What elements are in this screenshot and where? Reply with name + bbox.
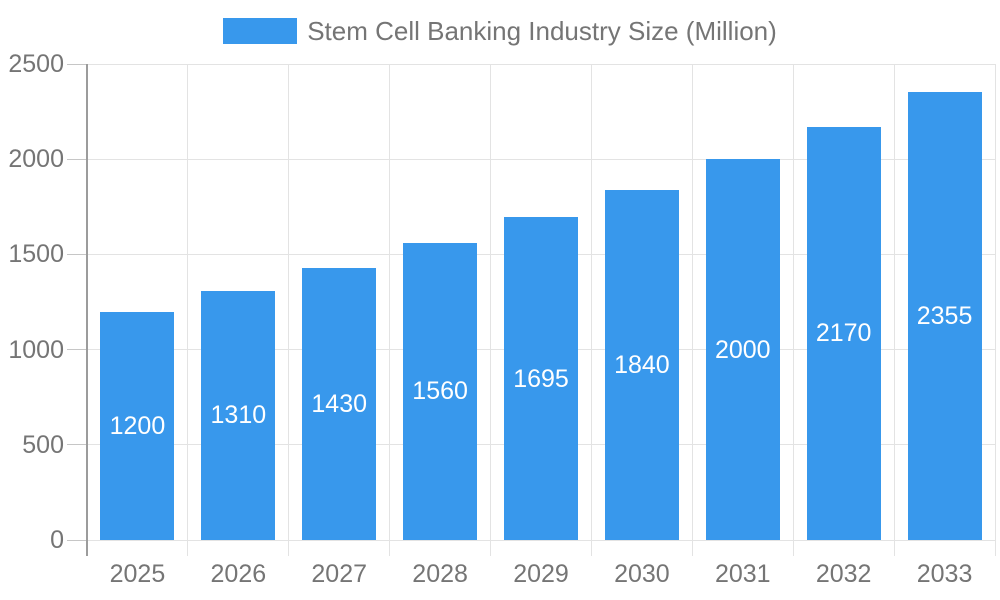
x-axis-label: 2027 — [311, 560, 368, 588]
bar-value-label: 1560 — [412, 377, 468, 406]
v-gridline — [893, 64, 895, 556]
legend-label: Stem Cell Banking Industry Size (Million… — [307, 16, 777, 46]
legend-swatch — [223, 18, 298, 44]
bar: 1200 — [100, 311, 175, 540]
bar-value-label: 1200 — [109, 411, 166, 440]
x-axis-label: 2029 — [513, 560, 569, 588]
y-axis-label: 1500 — [8, 240, 64, 269]
v-gridline — [389, 64, 391, 556]
bar-value-label: 1695 — [513, 364, 569, 393]
x-axis-label: 2031 — [714, 560, 771, 588]
bar-value-label: 1310 — [210, 401, 267, 430]
v-gridline — [994, 64, 996, 556]
h-gridline — [87, 158, 995, 160]
y-tick — [67, 349, 87, 351]
v-gridline — [792, 64, 794, 556]
legend: Stem Cell Banking Industry Size (Million… — [0, 17, 1000, 45]
h-gridline — [87, 539, 995, 541]
y-tick — [67, 63, 87, 65]
bar: 2000 — [705, 159, 780, 540]
bar: 1430 — [302, 267, 377, 540]
y-tick — [67, 253, 87, 255]
x-axis-label: 2032 — [815, 560, 872, 588]
bar: 1695 — [504, 217, 578, 540]
bar: 1840 — [604, 189, 679, 540]
y-tick — [67, 539, 87, 541]
y-axis-label: 500 — [22, 430, 64, 459]
bar-value-label: 1430 — [311, 389, 368, 418]
v-gridline — [288, 64, 290, 556]
x-axis-label: 2026 — [210, 560, 267, 588]
y-tick — [67, 444, 87, 446]
bar-value-label: 2355 — [916, 301, 973, 330]
v-gridline — [187, 64, 189, 556]
y-axis-label: 2500 — [8, 50, 64, 78]
bar: 1560 — [403, 242, 478, 540]
y-axis-label: 2000 — [8, 145, 64, 174]
x-axis-label: 2028 — [412, 560, 468, 588]
y-axis-line — [86, 64, 88, 556]
v-gridline — [590, 64, 592, 556]
bar: 2170 — [806, 126, 881, 540]
bar-value-label: 2170 — [815, 319, 872, 348]
x-axis-label: 2025 — [109, 560, 166, 588]
bar: 1310 — [201, 290, 276, 540]
y-tick — [67, 158, 87, 160]
h-gridline — [87, 63, 995, 65]
bar-value-label: 2000 — [714, 335, 771, 364]
y-axis-label: 1000 — [8, 335, 64, 364]
y-axis-label: 0 — [50, 526, 64, 554]
x-axis-label: 2033 — [916, 560, 973, 588]
v-gridline — [490, 64, 492, 556]
bar-value-label: 1840 — [614, 350, 670, 379]
x-axis-label: 2030 — [614, 560, 670, 588]
bar: 2355 — [907, 91, 982, 540]
v-gridline — [691, 64, 693, 556]
